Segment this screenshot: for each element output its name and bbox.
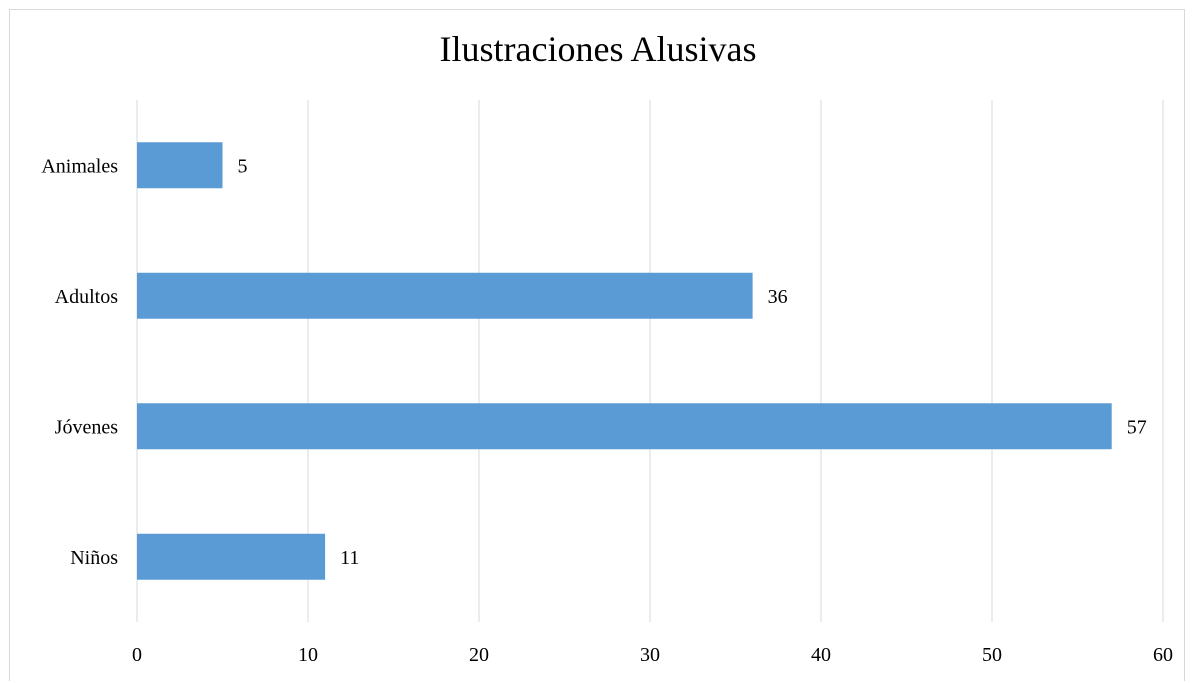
x-tick-label: 50 bbox=[982, 644, 1002, 666]
data-label: 5 bbox=[238, 155, 248, 177]
gridlines bbox=[136, 100, 1164, 622]
category-label: Adultos bbox=[55, 286, 119, 308]
category-label: Niños bbox=[70, 547, 118, 569]
x-tick-label: 10 bbox=[298, 644, 318, 666]
data-label: 57 bbox=[1127, 416, 1147, 438]
bars bbox=[137, 142, 1112, 580]
x-tick-label: 20 bbox=[469, 644, 489, 666]
bar-niños bbox=[137, 533, 326, 580]
x-tick-label: 40 bbox=[811, 644, 831, 666]
x-tick-label: 60 bbox=[1153, 644, 1173, 666]
category-label: Jóvenes bbox=[55, 416, 119, 438]
bar-animales bbox=[137, 142, 223, 189]
chart-title: Ilustraciones Alusivas bbox=[439, 29, 757, 69]
bar-jóvenes bbox=[137, 403, 1112, 450]
x-tick-label: 0 bbox=[132, 644, 142, 666]
bar-adultos bbox=[137, 272, 753, 319]
data-label: 11 bbox=[340, 547, 359, 569]
category-label: Animales bbox=[41, 155, 118, 177]
data-label: 36 bbox=[768, 286, 788, 308]
labels: 0 10 20 30 40 50 60 Animales 5 Adultos 36 Jóvenes 57… bbox=[41, 155, 1173, 666]
x-tick-label: 30 bbox=[640, 644, 660, 666]
